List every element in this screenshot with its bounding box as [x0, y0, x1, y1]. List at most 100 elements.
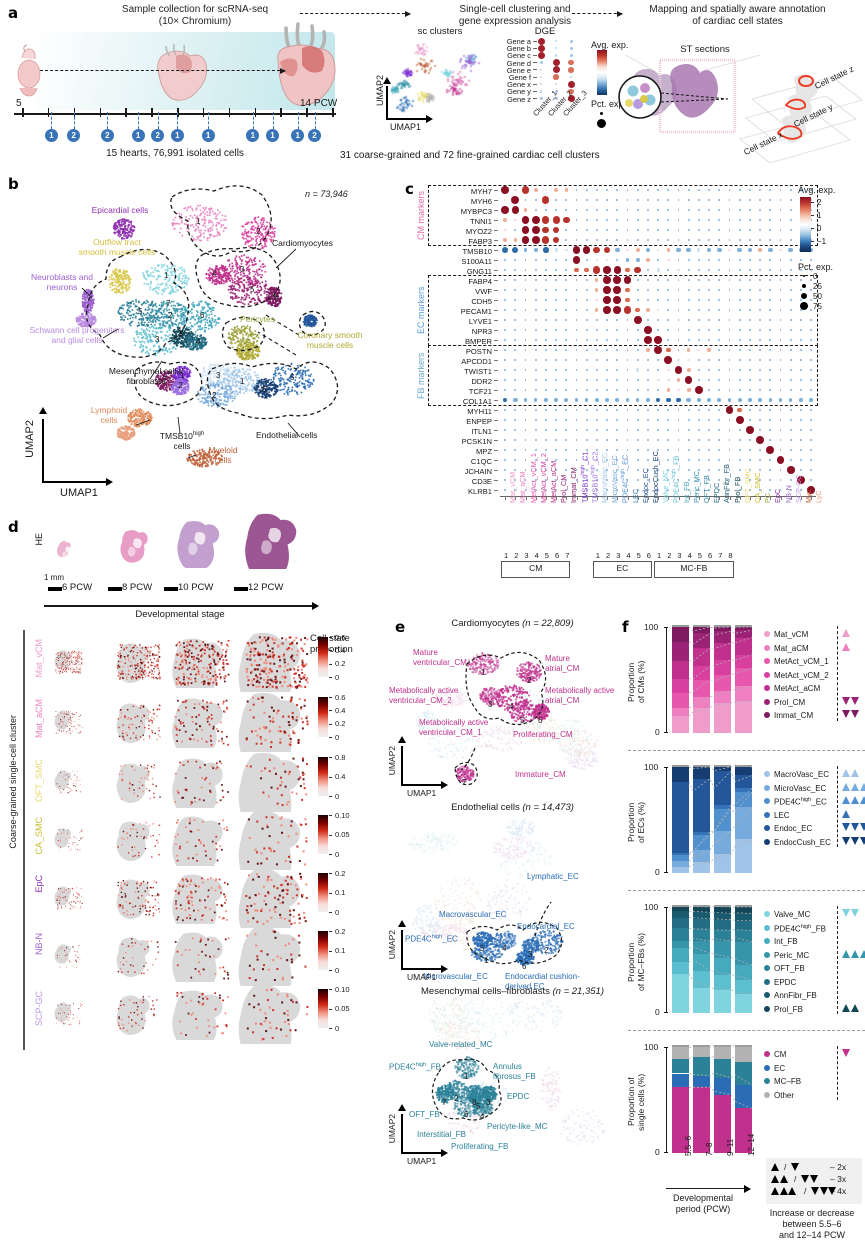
expression-dot: [737, 408, 742, 413]
expression-dot: [604, 247, 611, 254]
key-row-label: – 2x: [830, 1162, 846, 1172]
umap-point: [460, 92, 462, 94]
stacked-bar[interactable]: [714, 907, 731, 1013]
bar-segment: [714, 913, 731, 919]
dge-dot: [568, 67, 574, 73]
expression-dot: [686, 248, 691, 253]
stacked-bar[interactable]: [693, 627, 710, 733]
expression-dot: [657, 289, 659, 291]
bar-cap: [714, 905, 731, 907]
stage-label: 10 PCW: [178, 582, 213, 593]
expression-dot: [666, 348, 670, 352]
expression-dot: [596, 349, 598, 351]
gene-label: ITLN1: [400, 427, 492, 436]
expression-dot: [708, 189, 710, 191]
bar-segment: [672, 642, 689, 661]
expression-dot: [535, 429, 537, 431]
legend-label: PDE4Chigh_EC: [774, 797, 827, 807]
expression-dot: [769, 489, 771, 491]
expression-dot: [504, 469, 506, 471]
stacked-bar[interactable]: [672, 767, 689, 873]
column-label: NB-N: [784, 485, 793, 503]
legend-label: Valve_MC: [774, 910, 810, 919]
expression-dot: [758, 398, 761, 401]
expression-dot: [810, 259, 812, 261]
bar-segment: [672, 1074, 689, 1088]
bar-segment: [735, 807, 752, 839]
umap-point: [478, 62, 480, 64]
expression-dot: [627, 429, 629, 431]
expression-dot: [759, 279, 761, 281]
expression-dot: [759, 349, 761, 351]
bar-segment: [735, 701, 752, 733]
expression-dot: [504, 289, 506, 291]
expression-dot: [756, 436, 764, 444]
expression-dot: [504, 339, 506, 341]
stacked-bar[interactable]: [693, 767, 710, 873]
stacked-bar[interactable]: [714, 767, 731, 873]
expression-dot: [810, 339, 812, 341]
column-group-number: 5: [634, 551, 644, 560]
umap-point: [450, 72, 452, 74]
cluster-number: 7: [462, 778, 466, 787]
panel-a-title-3: Mapping and spatially aware annotation o…: [610, 4, 865, 28]
cell-state-proportion-map: [168, 696, 236, 748]
stacked-bar[interactable]: [735, 907, 752, 1013]
expression-dot: [749, 419, 751, 421]
legend-label: CM: [774, 1050, 786, 1059]
stacked-bar[interactable]: [672, 627, 689, 733]
column-group-number: 2: [603, 551, 613, 560]
expression-dot: [736, 416, 744, 424]
trend-arrow-down: [842, 1049, 850, 1057]
legend-color-dot: [764, 825, 770, 831]
expression-dot: [708, 379, 710, 381]
stacked-bar[interactable]: [714, 1047, 731, 1153]
expression-dot: [647, 239, 649, 241]
dge-gene-label: Gene z: [493, 95, 531, 104]
expression-dot: [759, 369, 761, 371]
stacked-bar[interactable]: [735, 767, 752, 873]
expression-dot: [688, 309, 690, 311]
colorbar-tick-mark: [329, 835, 332, 836]
panel-e-cluster-label: Immature_CM: [515, 770, 566, 780]
legend-arrow-separator: [837, 766, 838, 847]
stacked-bar[interactable]: [672, 907, 689, 1013]
trend-arrows: [842, 810, 851, 820]
expression-dot: [637, 329, 639, 331]
expression-dot: [637, 219, 639, 221]
panel-f-ytick-mark-bot: [664, 872, 668, 873]
bar-segment: [693, 988, 710, 1013]
expression-dot: [555, 289, 557, 291]
colorbar-tick-mark: [329, 796, 332, 797]
expression-dot: [535, 419, 537, 421]
column-group-number: 5: [695, 551, 705, 560]
stacked-bar[interactable]: [735, 627, 752, 733]
column-tick: [505, 496, 506, 500]
expression-dot: [729, 259, 731, 261]
bar-segment: [693, 832, 710, 835]
expression-dot: [586, 199, 588, 201]
stacked-bar[interactable]: [693, 907, 710, 1013]
panel-f-y-axis-line: [666, 1047, 667, 1153]
expression-dot: [698, 309, 700, 311]
gene-tick: [494, 250, 498, 251]
expression-dot: [535, 269, 537, 271]
expression-dot: [810, 449, 812, 451]
expression-dot: [759, 299, 761, 301]
expression-dot: [514, 189, 517, 192]
expression-dot: [565, 459, 567, 461]
marker-group-label: EC markers: [416, 275, 426, 346]
expression-dot: [769, 259, 771, 261]
expression-dot: [688, 229, 690, 231]
y-axis-bar: [401, 930, 403, 970]
expression-dot: [586, 349, 588, 351]
expression-dot: [769, 459, 771, 461]
expression-dot: [708, 209, 710, 211]
x-category-label: 9–11: [726, 1139, 735, 1156]
proportion-colorbar: [318, 757, 328, 796]
stacked-bar[interactable]: [714, 627, 731, 733]
stacked-bar[interactable]: [693, 1047, 710, 1153]
expression-dot: [779, 398, 782, 401]
expression-dot: [759, 409, 761, 411]
